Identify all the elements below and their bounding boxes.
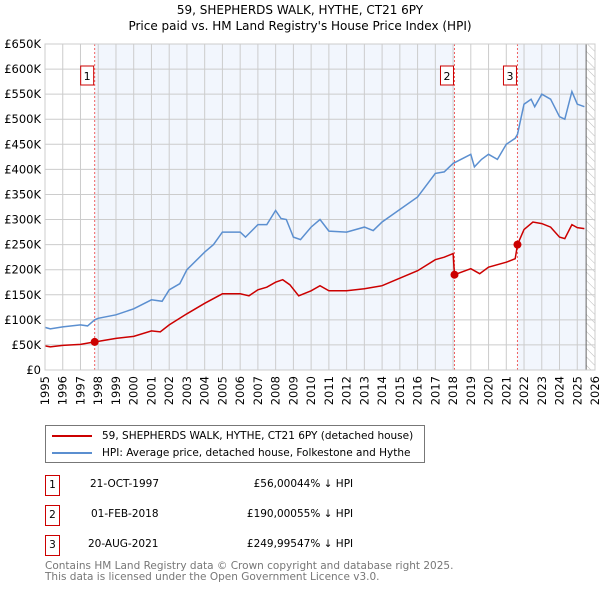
price-chart: £0 £50K £100K £150K £200K £250K £300K £350K £400… — [4, 37, 600, 405]
x-tick-label: 2016 — [411, 376, 425, 405]
x-tick-label: 2002 — [162, 376, 176, 405]
x-tick-label: 2011 — [322, 376, 336, 405]
property-price-line — [44, 221, 585, 348]
y-tick-label: £0 — [26, 363, 41, 377]
legend-label: 59, SHEPHERDS WALK, HYTHE, CT21 6PY (det… — [102, 430, 414, 442]
blue-line-swatch — [52, 452, 92, 454]
x-tick-label: 2026 — [588, 376, 600, 405]
sale-label: 1 — [84, 70, 91, 83]
x-tick-label: 2015 — [393, 376, 407, 405]
x-tick-label: 2024 — [553, 376, 567, 405]
x-tick-label: 2001 — [144, 376, 158, 405]
hpi-diff: 55% ↓ HPI — [297, 508, 354, 520]
sale-label: 3 — [506, 70, 513, 83]
sale-date: 20-AUG-2021 — [88, 538, 159, 550]
sale-number-badge: 1 — [45, 475, 60, 496]
x-tick-label: 1999 — [109, 376, 123, 405]
y-tick-label: £300K — [4, 213, 41, 227]
y-tick-label: £350K — [4, 187, 41, 201]
x-tick-label: 2013 — [357, 376, 371, 405]
x-tick-label: 2022 — [517, 376, 531, 405]
x-tick-label: 2018 — [446, 376, 460, 405]
x-tick-label: 2003 — [180, 376, 194, 405]
hpi-diff: 44% ↓ HPI — [297, 478, 354, 490]
chart-subtitle: Price paid vs. HM Land Registry's House … — [128, 19, 472, 33]
y-tick-label: £550K — [4, 87, 41, 101]
shaded-region — [94, 44, 455, 370]
x-tick-label: 2025 — [570, 376, 584, 405]
y-tick-label: £650K — [4, 37, 41, 51]
x-tick-label: 1997 — [73, 376, 87, 405]
sale-price: £190,000 — [246, 508, 297, 520]
y-tick-label: £200K — [4, 263, 41, 277]
y-tick-label: £400K — [4, 162, 41, 176]
x-tick-label: 2020 — [482, 376, 496, 405]
sale-price: £56,000 — [253, 478, 297, 490]
y-tick-label: £150K — [4, 288, 41, 302]
sale-label-box — [439, 65, 454, 86]
x-tick-label: 2023 — [535, 376, 549, 405]
shaded-region — [517, 44, 587, 370]
y-tick-label: £100K — [4, 313, 41, 327]
y-tick-label: £450K — [4, 137, 41, 151]
x-tick-label: 2008 — [269, 376, 283, 405]
x-tick-label: 2000 — [127, 376, 141, 405]
x-tick-label: 2010 — [304, 376, 318, 405]
y-tick-label: £500K — [4, 112, 41, 126]
sale-date: 21-OCT-1997 — [90, 478, 159, 490]
sale-point — [90, 337, 99, 346]
table-row: 2 01-FEB-2018 £190,000 55% ↓ HPI — [45, 505, 445, 526]
sale-label: 2 — [443, 70, 450, 83]
table-row: 1 21-OCT-1997 £56,000 44% ↓ HPI — [45, 475, 445, 496]
sale-label-box — [502, 65, 517, 86]
sale-price: £249,995 — [246, 538, 297, 550]
y-tick-label: £600K — [4, 62, 41, 76]
hpi-line — [44, 89, 585, 330]
hpi-diff: 47% ↓ HPI — [297, 538, 354, 550]
x-tick-label: 1996 — [56, 376, 70, 405]
x-tick-label: 2019 — [464, 376, 478, 405]
legend: 59, SHEPHERDS WALK, HYTHE, CT21 6PY (det… — [45, 425, 425, 463]
forecast-hatch — [586, 44, 595, 370]
x-tick-label: 1998 — [91, 376, 105, 405]
x-tick-label: 2007 — [251, 376, 265, 405]
sale-point — [513, 240, 522, 249]
chart-title: 59, SHEPHERDS WALK, HYTHE, CT21 6PY — [176, 3, 424, 17]
x-tick-label: 2021 — [499, 376, 513, 405]
sale-number-badge: 3 — [45, 535, 60, 556]
sale-date: 01-FEB-2018 — [91, 508, 159, 520]
x-tick-label: 2017 — [428, 376, 442, 405]
legend-item-property: 59, SHEPHERDS WALK, HYTHE, CT21 6PY (det… — [52, 428, 413, 444]
x-tick-label: 2014 — [375, 376, 389, 405]
legend-label: HPI: Average price, detached house, Folk… — [102, 447, 411, 459]
footer-licence: This data is licensed under the Open Gov… — [45, 571, 380, 583]
y-tick-label: £50K — [12, 338, 42, 352]
table-row: 3 20-AUG-2021 £249,995 47% ↓ HPI — [45, 535, 445, 556]
legend-item-hpi: HPI: Average price, detached house, Folk… — [52, 445, 410, 461]
sale-label-box — [80, 65, 95, 86]
x-tick-label: 2004 — [198, 376, 212, 405]
sale-number-badge: 2 — [45, 505, 60, 526]
sale-point — [450, 270, 459, 279]
y-tick-label: £250K — [4, 238, 41, 252]
footer-copyright: Contains HM Land Registry data © Crown c… — [45, 560, 454, 572]
x-tick-label: 2006 — [233, 376, 247, 405]
x-tick-label: 2005 — [215, 376, 229, 405]
x-tick-label: 1995 — [38, 376, 52, 405]
red-line-swatch — [52, 435, 92, 437]
x-tick-label: 2009 — [286, 376, 300, 405]
plot-border — [44, 43, 596, 371]
x-tick-label: 2012 — [340, 376, 354, 405]
